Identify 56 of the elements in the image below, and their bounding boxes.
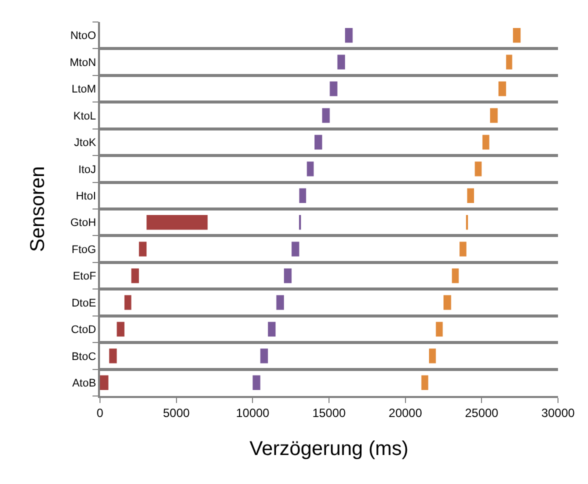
bar	[314, 134, 322, 150]
bar	[138, 242, 147, 256]
y-tick-label: NtoO	[70, 30, 96, 42]
y-axis-title: Sensoren	[26, 166, 49, 252]
bar	[467, 188, 474, 203]
bar	[498, 81, 506, 96]
bar	[345, 28, 353, 43]
x-axis-title: Verzögerung (ms)	[250, 438, 408, 460]
y-tick-label: MtoN	[70, 56, 96, 69]
y-tick-label: LtoM	[72, 84, 96, 96]
bar	[330, 81, 338, 96]
bar	[284, 268, 292, 284]
x-tick-label: 5000	[162, 406, 190, 420]
bar	[512, 28, 521, 43]
x-tick-label: 20000	[388, 406, 422, 420]
bar	[268, 322, 276, 337]
bar	[506, 54, 512, 70]
x-tick-label: 25000	[464, 406, 499, 420]
bar	[306, 162, 314, 176]
bar	[109, 348, 117, 364]
x-tick-label: 15000	[312, 406, 346, 420]
bar	[322, 108, 330, 123]
y-tick-label: JtoK	[74, 137, 97, 150]
y-tick-label: DtoE	[72, 297, 96, 310]
bar	[299, 188, 306, 203]
bar	[474, 162, 482, 176]
bar	[100, 375, 108, 390]
bar	[337, 54, 346, 70]
bar	[429, 348, 436, 364]
bar	[252, 375, 260, 390]
bar	[436, 322, 443, 337]
y-tick-label: HtoI	[76, 190, 96, 202]
y-tick-label: ItoJ	[78, 164, 96, 176]
bar	[460, 242, 466, 256]
bar	[444, 295, 452, 310]
bar	[421, 375, 428, 390]
y-tick-label: FtoG	[72, 244, 96, 256]
x-tick-label: 30000	[541, 406, 576, 420]
y-tick-label: AtoB	[72, 377, 96, 390]
bar	[276, 295, 284, 310]
bar	[116, 322, 124, 337]
bar	[131, 268, 139, 284]
x-tick-label: 0	[96, 406, 104, 420]
y-tick-label: CtoD	[70, 324, 96, 336]
x-tick-label: 10000	[236, 406, 270, 420]
bar	[292, 242, 300, 256]
bar	[482, 134, 490, 150]
bar	[452, 268, 459, 284]
y-tick-label: BtoC	[72, 350, 96, 363]
bar	[124, 295, 132, 310]
y-tick-label: KtoL	[73, 110, 96, 122]
y-tick-label: EtoF	[72, 270, 96, 283]
bar	[490, 108, 498, 123]
bar	[260, 348, 268, 364]
bar	[146, 215, 208, 230]
y-tick-label: GtoH	[70, 217, 96, 230]
